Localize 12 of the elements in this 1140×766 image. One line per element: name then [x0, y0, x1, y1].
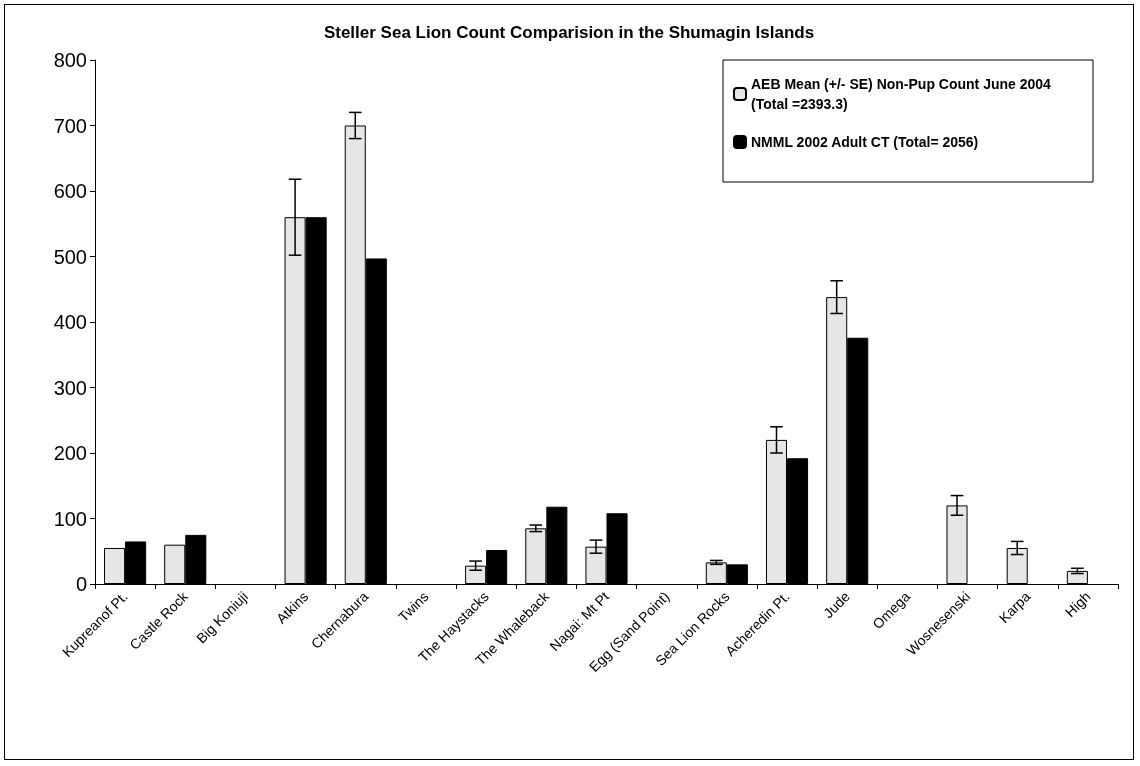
y-tick-label: 800	[53, 49, 87, 71]
y-tick-label: 0	[75, 573, 87, 595]
y-tick-label: 100	[53, 507, 87, 530]
legend-label: AEB Mean (+/- SE) Non-Pup Count June 2004 (Total =2393.3)	[751, 76, 1055, 112]
y-tick-label: 500	[53, 245, 87, 268]
y-tick-label: 600	[53, 180, 87, 202]
chart-title: Steller Sea Lion Count Comparision in the Shumagin Islands	[323, 23, 815, 42]
y-tick-label: 700	[53, 114, 87, 137]
y-tick-label: 300	[53, 376, 87, 399]
y-tick-label: 400	[53, 311, 87, 333]
legend-label: NMML 2002 Adult CT (Total= 2056)	[751, 134, 979, 150]
y-tick-label: 200	[53, 442, 87, 464]
